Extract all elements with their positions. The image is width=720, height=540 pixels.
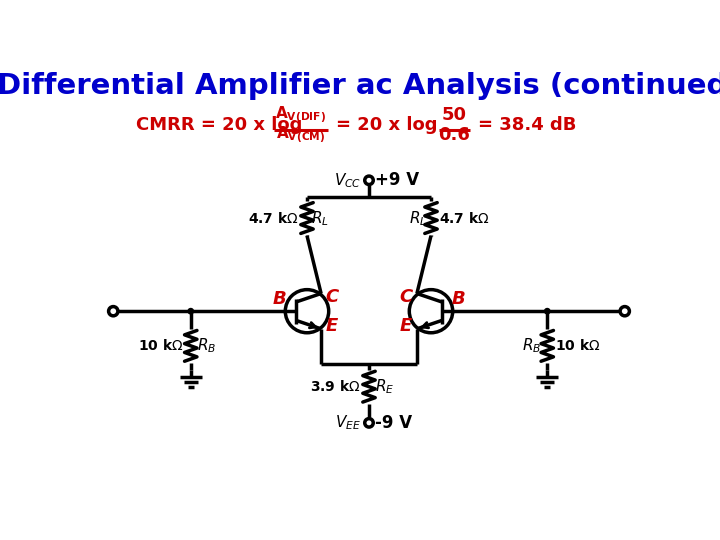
Text: C: C — [325, 288, 339, 306]
Text: CMRR = 20 x log: CMRR = 20 x log — [137, 116, 303, 134]
Text: 10 k$\Omega$: 10 k$\Omega$ — [555, 339, 600, 353]
Text: $R_B$: $R_B$ — [522, 336, 541, 355]
Text: $V_{EE}$: $V_{EE}$ — [336, 414, 361, 432]
Text: 4.7 k$\Omega$: 4.7 k$\Omega$ — [248, 211, 300, 226]
Circle shape — [544, 308, 550, 314]
Text: 4.7 k$\Omega$: 4.7 k$\Omega$ — [438, 211, 490, 226]
Text: 50: 50 — [442, 106, 467, 124]
Text: $R_B$: $R_B$ — [197, 336, 216, 355]
Text: +9 V: +9 V — [375, 171, 419, 190]
Circle shape — [365, 176, 373, 185]
Circle shape — [109, 307, 118, 316]
Text: 0.6: 0.6 — [438, 126, 470, 144]
Text: E: E — [400, 317, 413, 335]
Text: 3.9 k$\Omega$: 3.9 k$\Omega$ — [310, 379, 361, 394]
Text: -9 V: -9 V — [375, 414, 413, 432]
Circle shape — [188, 308, 194, 314]
Text: C: C — [399, 288, 413, 306]
Text: $R_L$: $R_L$ — [409, 210, 427, 228]
Text: E: E — [325, 317, 338, 335]
Circle shape — [365, 418, 373, 427]
Text: 10 k$\Omega$: 10 k$\Omega$ — [138, 339, 183, 353]
Text: $R_E$: $R_E$ — [375, 377, 395, 396]
Text: $\mathbf{A_{V(DIF)}}$: $\mathbf{A_{V(DIF)}}$ — [275, 104, 326, 125]
Text: B: B — [272, 290, 286, 308]
Text: B: B — [452, 290, 466, 308]
Text: = 38.4 dB: = 38.4 dB — [477, 116, 576, 134]
Text: = 20 x log: = 20 x log — [336, 116, 438, 134]
Text: $V_{CC}$: $V_{CC}$ — [334, 171, 361, 190]
Text: $\mathbf{A_{V(CM)}}$: $\mathbf{A_{V(CM)}}$ — [276, 124, 325, 145]
Text: Differential Amplifier ac Analysis (continued): Differential Amplifier ac Analysis (cont… — [0, 72, 720, 100]
Text: $R_L$: $R_L$ — [311, 210, 329, 228]
Circle shape — [620, 307, 629, 316]
